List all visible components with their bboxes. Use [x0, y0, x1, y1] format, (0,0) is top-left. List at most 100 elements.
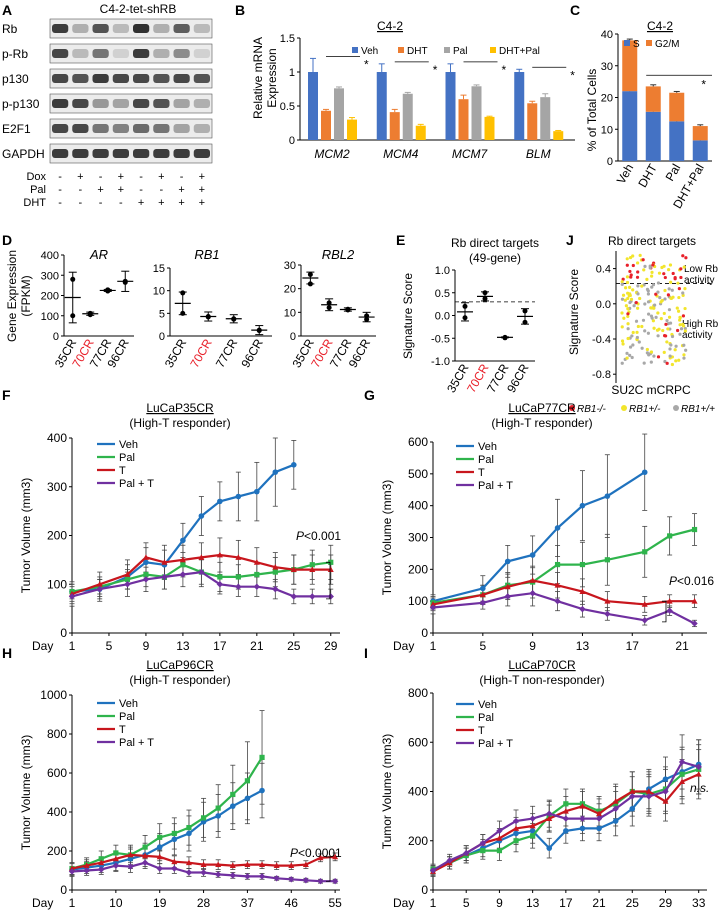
data-marker	[290, 462, 297, 468]
data-marker	[309, 566, 316, 573]
blot-band	[173, 74, 190, 83]
data-marker	[244, 873, 251, 880]
data-point	[122, 279, 128, 285]
bar-dht	[527, 103, 538, 140]
sample-point	[648, 264, 652, 268]
data-point	[180, 310, 186, 316]
condition-sign: +	[199, 184, 205, 196]
data-marker	[496, 848, 503, 854]
legend-label: Veh	[119, 698, 138, 710]
panel-j-annot-high-1: High Rb	[682, 319, 719, 330]
blot-band	[193, 149, 210, 158]
data-marker	[229, 862, 236, 869]
y-tick-label: 500	[408, 467, 428, 481]
x-tick-label: 21	[592, 896, 606, 910]
data-marker	[229, 872, 236, 879]
sample-point	[620, 325, 624, 329]
panel-h-title: LuCaP96CR	[146, 658, 214, 672]
sample-point	[673, 348, 677, 352]
blot-band	[193, 24, 210, 33]
sample-point	[631, 263, 635, 268]
x-tick-label: 1	[69, 639, 76, 653]
data-marker	[529, 577, 536, 583]
sample-point	[650, 316, 654, 320]
y-tick-label: 15	[153, 263, 165, 275]
panel-g-chart: 0 100 200 300 400 500 600 1 5 9 13 17 21 Day Tumor Vol…	[380, 433, 714, 653]
data-point	[307, 271, 313, 277]
chart-title: RB1	[194, 247, 219, 262]
sample-point	[678, 323, 682, 327]
data-point	[180, 290, 186, 296]
data-marker	[662, 798, 669, 804]
data-marker	[83, 862, 90, 869]
data-marker	[186, 825, 192, 831]
data-point	[462, 303, 468, 309]
sample-point	[631, 343, 635, 347]
data-marker	[666, 597, 673, 604]
data-marker	[180, 562, 186, 568]
condition-sign: -	[58, 184, 62, 196]
y-tick-label: 0	[60, 626, 67, 640]
data-marker	[215, 805, 221, 811]
condition-sign: -	[99, 197, 103, 209]
data-marker	[200, 815, 207, 821]
bar-dhtpal	[347, 119, 357, 140]
panel-f-title: LuCaP35CR	[146, 401, 214, 415]
data-marker	[563, 801, 569, 807]
data-marker	[695, 771, 702, 777]
data-marker	[579, 502, 586, 509]
sample-point	[636, 284, 640, 288]
legend-label: Pal + T	[119, 478, 154, 490]
panel-g-title: LuCaP77CR	[508, 401, 576, 415]
data-marker	[258, 873, 266, 880]
sample-point	[622, 316, 626, 320]
data-point	[364, 316, 370, 322]
y-tick-label: 0	[289, 135, 295, 147]
sample-point	[647, 312, 651, 316]
data-marker	[691, 597, 698, 604]
sample-point	[646, 331, 650, 335]
blot-band	[133, 124, 150, 133]
data-marker	[480, 585, 486, 592]
blot-band	[72, 24, 89, 33]
panel-c-title: C4-2	[647, 19, 673, 33]
data-marker	[513, 838, 519, 844]
data-marker	[504, 558, 511, 565]
y-tick-label: 0	[159, 331, 165, 343]
y-tick-label: 100	[47, 577, 67, 591]
x-tick-label: 1	[430, 639, 437, 653]
sample-point	[666, 327, 670, 331]
data-marker	[479, 599, 487, 606]
legend-label: S	[633, 39, 640, 50]
bar-dht	[458, 99, 469, 140]
significance-star: *	[433, 63, 438, 77]
p-value: P<0.0001	[290, 846, 342, 860]
y-tick-label: 0	[421, 626, 428, 640]
y-tick-label: 200	[47, 529, 67, 543]
legend-label: Pal	[453, 46, 467, 57]
x-tick-label: 9	[529, 639, 536, 653]
data-marker	[216, 581, 224, 588]
bar-veh	[445, 72, 456, 140]
data-marker	[309, 562, 315, 568]
y-tick-label: -0.4	[592, 334, 611, 346]
data-marker	[662, 788, 669, 795]
panel-h-subtitle: (High-T responder)	[129, 673, 230, 687]
blot-band	[92, 124, 109, 133]
data-marker	[430, 601, 436, 607]
data-marker	[529, 828, 536, 834]
x-tick-label: 55	[328, 896, 342, 910]
blot-label-p-p130: p-p130	[2, 97, 40, 111]
legend-swatch	[352, 47, 358, 53]
legend-label: T	[119, 724, 126, 736]
panel-letter-j: J	[566, 232, 574, 248]
panel-letter-i: I	[364, 645, 368, 661]
data-marker	[554, 597, 561, 605]
data-point	[345, 307, 351, 313]
y-tick-label: 30	[284, 260, 296, 272]
condition-label-dox: Dox	[26, 171, 46, 183]
sample-point	[646, 292, 651, 296]
sample-point	[634, 319, 639, 323]
sample-point	[676, 281, 680, 285]
sample-point	[667, 308, 672, 312]
